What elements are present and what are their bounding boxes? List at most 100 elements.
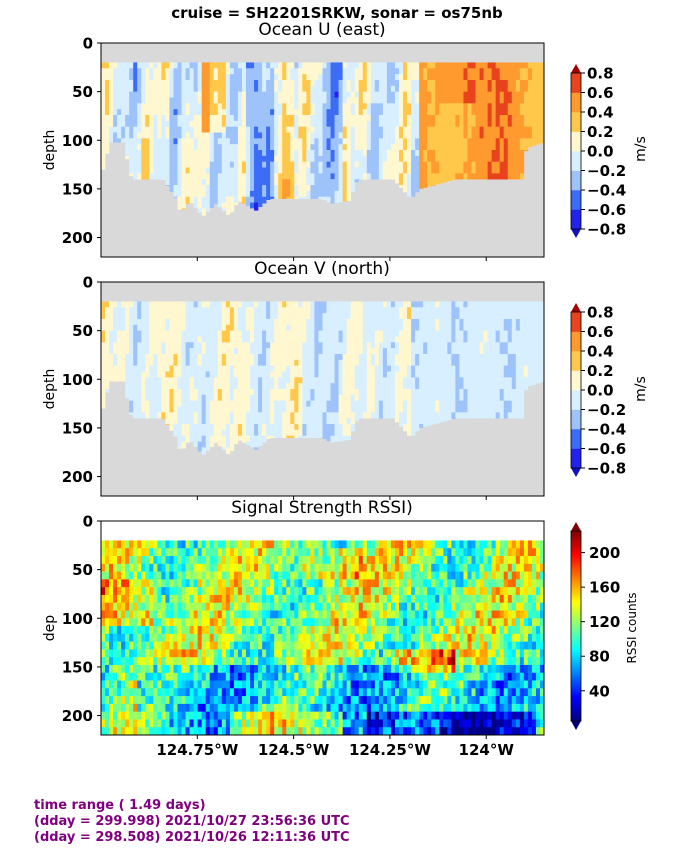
velocity-cell xyxy=(157,342,162,349)
velocity-cell xyxy=(467,318,472,326)
velocity-cell xyxy=(205,185,211,192)
velocity-cell xyxy=(535,85,541,92)
velocity-cell xyxy=(527,342,533,349)
velocity-cell xyxy=(314,353,319,361)
velocity-cell xyxy=(201,68,207,75)
velocity-cell xyxy=(471,400,476,407)
velocity-cell xyxy=(362,109,368,116)
velocity-cell xyxy=(290,132,295,139)
velocity-cell xyxy=(237,377,243,384)
velocity-cell xyxy=(282,85,287,92)
velocity-cell xyxy=(274,68,279,75)
velocity-cell xyxy=(177,185,182,192)
velocity-cell xyxy=(350,144,356,151)
velocity-cell xyxy=(141,132,146,139)
velocity-cell xyxy=(221,74,227,81)
colorbar-segment xyxy=(571,73,581,93)
velocity-cell xyxy=(507,406,513,413)
velocity-cell xyxy=(137,79,142,87)
velocity-cell xyxy=(495,359,500,366)
velocity-cell xyxy=(213,196,219,203)
velocity-cell xyxy=(439,91,444,98)
velocity-cell xyxy=(213,202,219,205)
velocity-cell xyxy=(217,307,223,314)
velocity-cell xyxy=(258,155,263,162)
velocity-cell xyxy=(455,330,460,337)
velocity-cell xyxy=(310,348,315,355)
velocity-cell xyxy=(334,97,339,104)
velocity-cell xyxy=(419,97,424,104)
velocity-cell xyxy=(173,301,178,308)
velocity-cell xyxy=(491,126,496,133)
velocity-cell xyxy=(270,313,275,320)
velocity-cell xyxy=(467,348,472,355)
velocity-cell xyxy=(161,114,166,122)
velocity-cell xyxy=(237,389,243,396)
velocity-cell xyxy=(250,196,255,203)
velocity-cell xyxy=(350,62,356,69)
velocity-cell xyxy=(403,353,408,361)
velocity-cell xyxy=(439,68,444,75)
velocity-cell xyxy=(177,371,182,378)
velocity-cell xyxy=(495,371,500,378)
velocity-cell xyxy=(318,185,323,192)
velocity-cell xyxy=(141,371,146,378)
velocity-cell xyxy=(334,318,339,326)
velocity-cell xyxy=(366,389,372,396)
velocity-cell xyxy=(479,330,484,337)
velocity-cell xyxy=(302,150,307,157)
velocity-cell xyxy=(350,324,356,331)
velocity-cell xyxy=(233,196,239,203)
velocity-cell xyxy=(286,68,291,75)
velocity-cell xyxy=(487,324,492,331)
velocity-cell xyxy=(245,144,251,151)
velocity-cell xyxy=(386,342,392,349)
velocity-cell xyxy=(137,114,142,122)
velocity-cell xyxy=(105,114,110,122)
velocity-cell xyxy=(451,313,456,320)
velocity-cell xyxy=(286,173,291,180)
velocity-cell xyxy=(427,120,432,127)
velocity-cell xyxy=(306,359,311,366)
velocity-cell xyxy=(415,150,420,157)
velocity-cell xyxy=(205,330,211,337)
velocity-cell xyxy=(479,324,484,331)
velocity-cell xyxy=(459,330,464,337)
velocity-cell xyxy=(270,342,275,349)
velocity-cell xyxy=(499,301,505,308)
velocity-cell xyxy=(129,120,134,127)
velocity-cell xyxy=(370,167,376,174)
velocity-cell xyxy=(161,173,166,180)
velocity-cell xyxy=(185,179,190,186)
velocity-cell xyxy=(443,138,448,145)
velocity-cell xyxy=(399,406,404,413)
velocity-cell xyxy=(455,138,460,145)
velocity-cell xyxy=(229,85,235,92)
velocity-cell xyxy=(282,301,287,308)
velocity-cell xyxy=(531,114,537,122)
velocity-cell xyxy=(205,173,211,180)
velocity-cell xyxy=(463,336,468,343)
velocity-cell xyxy=(539,348,545,355)
velocity-cell xyxy=(237,307,243,314)
velocity-cell xyxy=(370,307,376,314)
velocity-cell xyxy=(390,359,396,366)
velocity-cell xyxy=(133,167,138,174)
velocity-cell xyxy=(443,336,448,343)
velocity-cell xyxy=(350,179,356,186)
velocity-cell xyxy=(165,161,170,168)
rssi-cell xyxy=(101,633,106,642)
velocity-cell xyxy=(282,167,287,174)
velocity-cell xyxy=(294,435,299,438)
velocity-cell xyxy=(306,120,311,127)
velocity-cell xyxy=(229,185,235,192)
velocity-cell xyxy=(495,155,500,162)
velocity-cell xyxy=(415,383,420,390)
velocity-cell xyxy=(165,424,170,425)
velocity-cell xyxy=(346,389,351,396)
colorbar-u: 0.80.60.40.20.0−0.2−0.4−0.6−0.8 xyxy=(570,64,626,239)
velocity-cell xyxy=(423,301,428,308)
velocity-cell xyxy=(463,342,468,349)
velocity-cell xyxy=(314,185,319,192)
velocity-cell xyxy=(314,179,319,186)
